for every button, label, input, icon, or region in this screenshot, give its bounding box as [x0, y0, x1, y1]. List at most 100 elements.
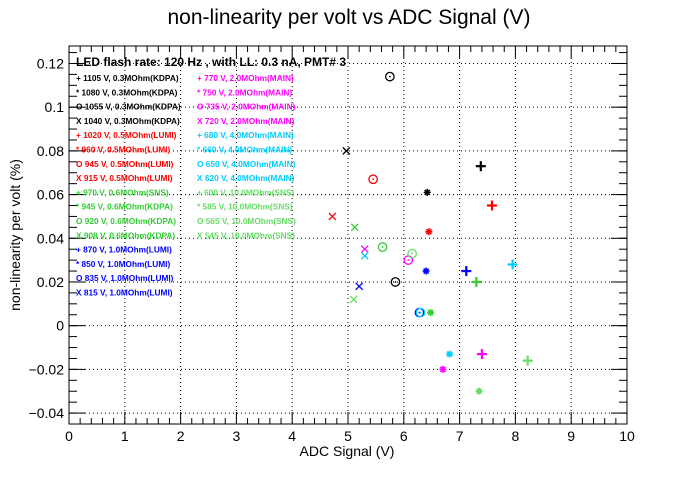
plus-data-point	[486, 200, 497, 211]
legend-entry: + 870 V, 1.0MOhm(LUMI)	[76, 245, 172, 255]
legend-entry: * 660 V, 4.0MOhm(MAIN)	[197, 145, 292, 155]
legend-entry: * 850 V, 1.0MOhm(LUMI)	[76, 259, 170, 269]
y-tick-label: −0.02	[29, 361, 65, 377]
star-data-point	[475, 387, 483, 395]
circle-marker-center	[372, 178, 375, 181]
legend-entry: O 920 V, 0.6MOhm(KDPA)	[76, 216, 176, 226]
x-tick-label: 8	[512, 428, 520, 444]
star-data-point	[446, 350, 454, 358]
x-tick-label: 4	[288, 428, 296, 444]
legend-entry: + 1105 V, 0.3MOhm(KDPA)	[76, 73, 179, 83]
legend-entry: X 915 V, 0.5MOhm(LUMI)	[76, 173, 173, 183]
legend-header: LED flash rate: 120 Hz , with LL: 0.3 nA…	[76, 55, 346, 69]
legend-entry: X 815 V, 1.0MOhm(LUMI)	[76, 288, 173, 298]
y-tick-label: 0.08	[37, 143, 64, 159]
legend-entry: * 1080 V, 0.3MOhm(KDPA)	[76, 87, 178, 97]
y-axis-label: non-linearity per volt (%)	[7, 159, 23, 311]
legend-entry: X 1040 V, 0.3MOhm(KDPA)	[76, 116, 180, 126]
x-tick-label: 2	[177, 428, 185, 444]
legend-entry: * 945 V, 0.6MOhm(KDPA)	[76, 202, 173, 212]
chart-title: non-linearity per volt vs ADC Signal (V)	[168, 6, 531, 29]
legend-entry: * 750 V, 2.0MOhm(MAIN)	[197, 87, 292, 97]
legend-entry: O 650 V, 4.0MOhm(MAIN)	[197, 159, 296, 169]
cross-marker-d2	[349, 295, 358, 304]
y-tick-labels: −0.04 −0.02 0 0.02 0.04 0.06 0.08 0.1 0.12	[29, 55, 65, 421]
star-marker-d2	[476, 388, 483, 395]
legend-entry: O 1055 V, 0.3MOhm(KDPA)	[76, 102, 181, 112]
legend-entry: * 960 V, 0.5MOhm(LUMI)	[76, 145, 170, 155]
plus-data-point	[471, 276, 482, 287]
grid-lines	[69, 46, 627, 424]
legend-entry: O 735 V, 2.0MOhm(MAIN)	[197, 102, 296, 112]
legend: LED flash rate: 120 Hz , with LL: 0.3 nA…	[76, 55, 346, 298]
star-marker-d2	[446, 351, 453, 358]
legend-entries: + 1105 V, 0.3MOhm(KDPA) * 1080 V, 0.3MOhm…	[76, 73, 296, 298]
cross-data-point	[360, 245, 369, 254]
star-data-point	[425, 228, 433, 236]
star-marker-d2	[423, 267, 430, 275]
cross-marker-d2	[360, 245, 369, 254]
x-tick-label: 5	[344, 428, 352, 444]
cross-marker-d2	[355, 282, 364, 291]
plus-data-point	[475, 161, 486, 172]
data-markers	[328, 71, 533, 395]
circle-marker	[390, 277, 401, 287]
cross-marker-d2	[360, 251, 369, 260]
plus-data-point	[507, 259, 518, 270]
cross-data-point	[342, 146, 351, 155]
plus-data-point	[522, 355, 533, 366]
cross-data-point	[355, 282, 364, 291]
legend-entry: O 565 V, 10.0MOhm(SNS)	[197, 216, 296, 226]
plus-data-point	[476, 349, 487, 360]
legend-entry: X 908 V, 0.6MOhm(KDPA)	[76, 230, 175, 240]
cross-marker-d2	[328, 212, 337, 221]
circle-marker	[407, 248, 418, 259]
legend-entry: + 1020 V, 0.5MOhm(LUMI)	[76, 130, 177, 140]
x-tick-labels: 0 1 2 3 4 5 6 7 8 9 10	[65, 428, 635, 444]
legend-entry: + 680 V, 4.0MOhm(MAIN)	[197, 130, 294, 140]
circle-marker-center	[407, 259, 410, 262]
circle-data-point	[368, 174, 378, 185]
star-marker-d2	[439, 366, 446, 373]
y-tick-label: 0	[56, 318, 64, 334]
x-tick-label: 0	[65, 428, 73, 444]
circle-marker	[384, 71, 395, 82]
legend-entry: X 720 V, 2.0MOhm(MAIN)	[197, 116, 295, 126]
x-tick-label: 6	[400, 428, 408, 444]
circle-marker-center	[411, 252, 414, 255]
cross-data-point	[328, 212, 337, 221]
plus-data-point	[461, 266, 472, 277]
y-tick-label: −0.04	[29, 405, 65, 421]
star-marker-d2	[424, 189, 431, 196]
circle-data-point	[415, 307, 426, 318]
x-axis-label: ADC Signal (V)	[300, 443, 395, 459]
legend-entry: + 970 V, 0.6MOhm(SNS)	[76, 187, 169, 197]
star-data-point	[423, 188, 431, 196]
circle-data-point	[407, 248, 418, 259]
circle-marker	[368, 174, 378, 185]
y-tick-label: 0.02	[37, 274, 64, 290]
cross-data-point	[360, 251, 369, 260]
x-tick-label: 3	[233, 428, 241, 444]
circle-data-point	[390, 277, 401, 287]
x-tick-label: 1	[121, 428, 129, 444]
legend-entry: O 945 V, 0.5MOhm(LUMI)	[76, 159, 174, 169]
legend-entry: X 620 V, 4.0MOhm(MAIN)	[197, 173, 295, 183]
cross-marker-d2	[342, 146, 351, 155]
axis-ticks	[68, 46, 628, 425]
star-data-point	[427, 309, 435, 317]
cross-data-point	[350, 223, 359, 232]
legend-entry: + 770 V, 2.0MOhm(MAIN)	[197, 73, 294, 83]
circle-data-point	[377, 242, 388, 252]
x-tick-label: 7	[456, 428, 464, 444]
legend-entry: O 835 V, 1.0MOhm(LUMI)	[76, 273, 174, 283]
circle-data-point	[384, 71, 395, 82]
circle-marker-center	[388, 75, 391, 78]
circle-marker-center	[394, 281, 397, 283]
y-tick-label: 0.04	[37, 230, 64, 246]
star-data-point	[422, 267, 430, 275]
y-tick-label: 0.1	[45, 99, 65, 115]
star-marker-d2	[427, 309, 434, 316]
